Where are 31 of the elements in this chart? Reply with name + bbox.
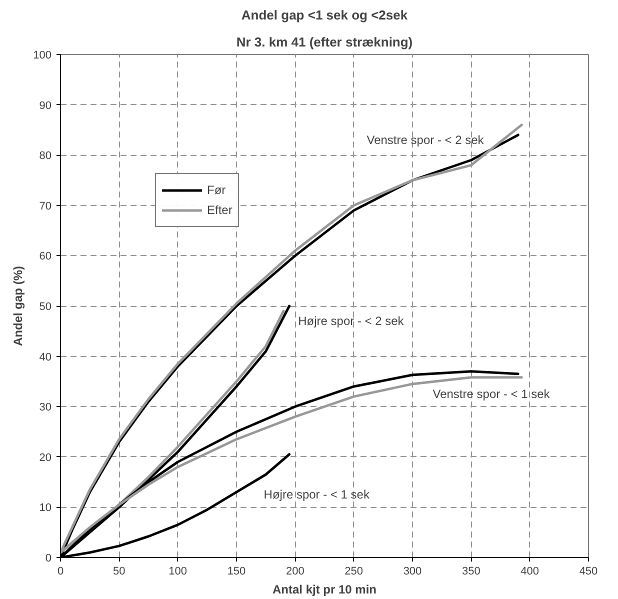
- y-tick-label: 0: [45, 552, 52, 564]
- x-axis-title: Antal kjt pr 10 min: [272, 582, 377, 596]
- y-tick-label: 100: [33, 50, 52, 62]
- y-tick-label: 10: [39, 502, 52, 514]
- x-tick-label: 0: [57, 566, 64, 578]
- x-tick-label: 350: [462, 566, 480, 578]
- x-tick-label: 50: [113, 566, 126, 578]
- chart-subtitle: Nr 3. km 41 (efter strækning): [236, 34, 413, 50]
- y-axis-title: Andel gap (%): [11, 266, 26, 346]
- y-tick-label: 60: [39, 250, 52, 263]
- y-tick-label: 90: [39, 100, 52, 112]
- legend-label: Efter: [207, 203, 232, 217]
- y-tick-label: 20: [39, 452, 52, 464]
- x-tick-label: 400: [520, 566, 540, 578]
- annotation: Venstre spor - < 1 sek: [432, 387, 551, 402]
- annotation: Højre spor - < 1 sek: [264, 488, 370, 502]
- x-tick-label: 100: [168, 566, 188, 578]
- y-tick-label: 70: [39, 200, 52, 212]
- x-tick-label: 150: [227, 566, 246, 578]
- y-tick-label: 50: [39, 301, 52, 313]
- x-tick-label: 450: [579, 566, 598, 578]
- y-tick-label: 40: [39, 351, 52, 364]
- x-tick-label: 300: [403, 566, 422, 578]
- legend-label: Før: [207, 183, 227, 197]
- annotation: Højre spor - < 2 sek: [298, 314, 405, 328]
- annotation: Venstre spor - < 2 sek: [366, 133, 485, 148]
- y-tick-label: 30: [39, 402, 52, 414]
- x-tick-label: 200: [286, 566, 304, 578]
- chart-title: Andel gap <1 sek og <2sek: [241, 8, 408, 22]
- x-tick-label: 250: [344, 566, 364, 578]
- y-tick-label: 80: [39, 150, 52, 162]
